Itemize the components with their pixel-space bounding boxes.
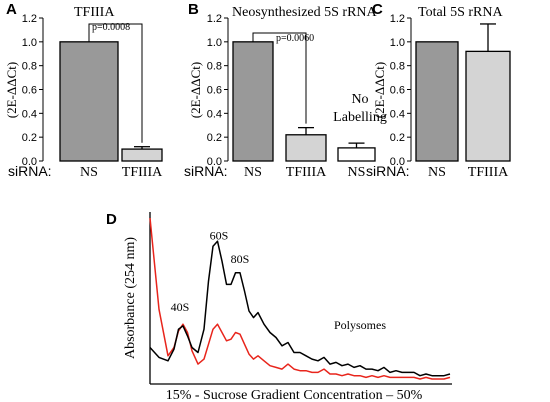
sirna-label: siRNA: xyxy=(366,163,410,179)
bar xyxy=(121,148,163,162)
peak-label: 60S xyxy=(210,229,229,243)
y-tick-label: 0.0 xyxy=(22,156,37,168)
series-line xyxy=(149,217,451,380)
y-tick-label: 0.6 xyxy=(390,85,405,97)
y-axis-label: Absorbance (254 nm) xyxy=(123,237,138,359)
peak-label: 40S xyxy=(171,300,190,314)
peak-label: 80S xyxy=(231,252,250,266)
panel-letter: B xyxy=(188,1,199,18)
y-tick-label: 0.8 xyxy=(22,61,37,73)
chart-title: TFIIIA xyxy=(74,5,115,20)
category-label: TFIIIA xyxy=(468,165,509,180)
y-tick-label: 0.4 xyxy=(207,108,222,120)
p-value: p=0.0008 xyxy=(92,22,130,33)
y-tick-label: 0.4 xyxy=(390,108,405,120)
y-tick-label: 1.0 xyxy=(390,37,405,49)
category-label: TFIIIA xyxy=(122,165,163,180)
x-axis-label: 15% - Sucrose Gradient Concentration – 5… xyxy=(166,388,423,402)
y-tick-label: 1.2 xyxy=(390,13,405,25)
annotation: Labelling xyxy=(333,110,387,125)
y-tick-label: 1.0 xyxy=(207,37,222,49)
bar xyxy=(465,50,511,162)
category-label: NS xyxy=(348,165,366,180)
y-axis-label: (2E-ΔΔCt) xyxy=(188,62,203,118)
peak-label: Polysomes xyxy=(334,318,386,332)
panel-b: B Neosynthesized 5S rRNA 0.0 0.2 0.4 0.6 0.8 1.… xyxy=(184,1,387,180)
category-label: TFIIIA xyxy=(286,165,327,180)
panel-d: D Absorbance (254 nm) 15% - Sucrose Gradie… xyxy=(106,211,452,402)
chart-title: Total 5S rRNA xyxy=(418,5,503,20)
bar xyxy=(232,41,274,162)
y-tick-label: 0.0 xyxy=(390,156,405,168)
category-label: NS xyxy=(428,165,446,180)
chart-title: Neosynthesized 5S rRNA xyxy=(232,5,378,20)
y-tick-label: 0.6 xyxy=(22,85,37,97)
sirna-label: siRNA: xyxy=(8,163,52,179)
y-axis-label: (2E-ΔΔCt) xyxy=(372,62,387,118)
y-tick-label: 0.2 xyxy=(22,132,37,144)
y-tick-label: 0.2 xyxy=(207,132,222,144)
bar xyxy=(59,41,119,162)
panel-c: C Total 5S rRNA 0.0 0.2 0.4 0.6 0.8 1.0 1.2 (2E-Δ… xyxy=(366,1,511,180)
panel-letter: D xyxy=(106,211,117,228)
significance-bracket xyxy=(88,23,143,143)
bar xyxy=(337,147,376,162)
bar xyxy=(285,134,327,162)
annotation: No xyxy=(351,92,368,107)
y-tick-label: 0.4 xyxy=(22,108,37,120)
panel-letter: C xyxy=(372,1,383,18)
y-tick-label: 1.0 xyxy=(22,37,37,49)
y-axis-label: (2E-ΔΔCt) xyxy=(4,62,19,118)
y-tick-label: 1.2 xyxy=(207,13,222,25)
series-line xyxy=(149,240,451,377)
p-value: p=0.0060 xyxy=(276,33,314,44)
bar xyxy=(415,41,459,162)
y-tick-label: 1.2 xyxy=(22,13,37,25)
category-label: NS xyxy=(244,165,262,180)
y-tick-label: 0.8 xyxy=(207,61,222,73)
y-tick-label: 0.2 xyxy=(390,132,405,144)
category-label: NS xyxy=(80,165,98,180)
panel-letter: A xyxy=(6,1,17,18)
significance-bracket xyxy=(252,32,307,124)
y-tick-label: 0.6 xyxy=(207,85,222,97)
panel-a: A TFIIIA 0.0 0.2 0.4 0.6 0.8 1.0 1.2 (2E-ΔΔCt) NS T… xyxy=(4,1,163,180)
sirna-label: siRNA: xyxy=(184,163,228,179)
y-tick-label: 0.0 xyxy=(207,156,222,168)
y-tick-label: 0.8 xyxy=(390,61,405,73)
